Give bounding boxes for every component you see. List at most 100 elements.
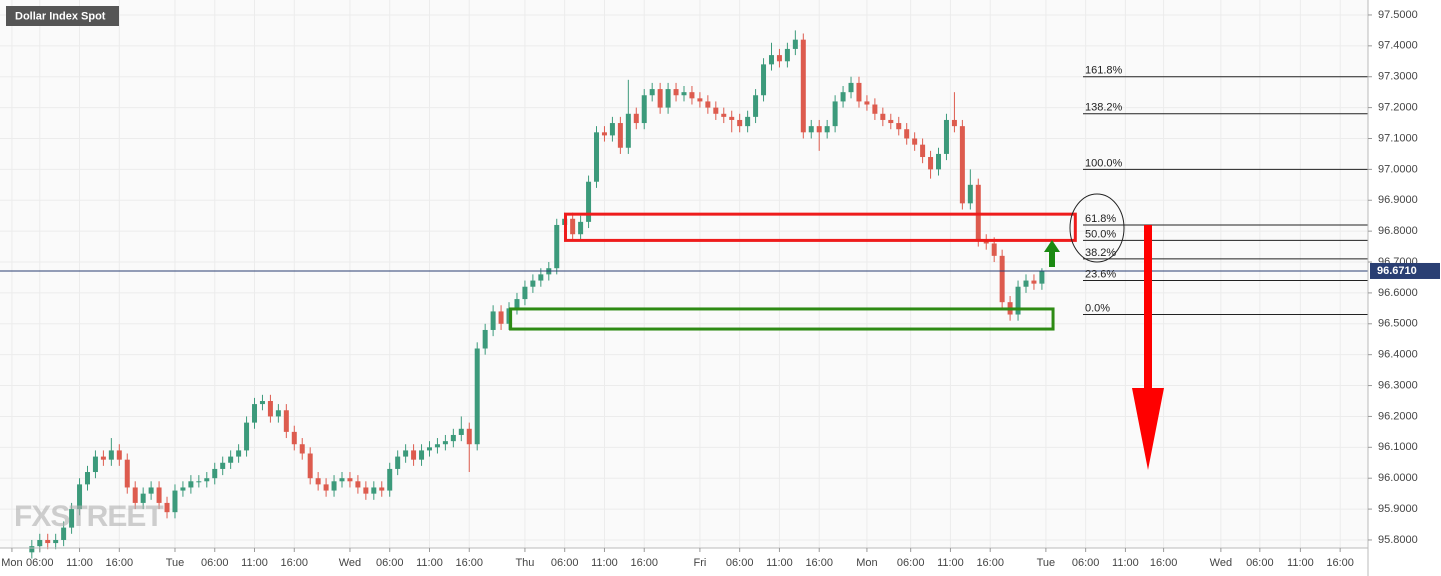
candle-body xyxy=(609,123,615,136)
candle-body xyxy=(649,89,655,96)
candle-body xyxy=(625,113,631,148)
x-tick-label: 16:00 xyxy=(630,557,658,569)
candle-body xyxy=(307,453,313,479)
candle-body xyxy=(323,484,329,491)
candle-body xyxy=(212,468,218,479)
candle-body xyxy=(665,89,671,108)
fib-label: 0.0% xyxy=(1085,302,1110,314)
candle-body xyxy=(586,181,592,222)
candle-body xyxy=(196,481,202,483)
candle-body xyxy=(180,487,186,491)
candle-body xyxy=(784,48,790,62)
y-tick-label: 96.4000 xyxy=(1378,349,1418,361)
y-tick-label: 96.0000 xyxy=(1378,472,1418,484)
y-tick-label: 95.8000 xyxy=(1378,534,1418,546)
fib-label: 38.2% xyxy=(1085,247,1116,259)
x-tick-label: 11:00 xyxy=(766,557,793,569)
down-arrow xyxy=(1132,225,1164,470)
candle-body xyxy=(387,468,393,491)
candle-body xyxy=(792,39,798,49)
x-tick-label: 16:00 xyxy=(106,557,134,569)
y-tick-label: 96.8000 xyxy=(1378,225,1418,237)
last-price-label: 96.6710 xyxy=(1377,265,1417,277)
candle-body xyxy=(236,450,242,457)
x-tick-label: Mon xyxy=(1,557,22,569)
candle-body xyxy=(594,132,600,182)
candle-body xyxy=(943,119,949,154)
candle-body xyxy=(426,447,432,451)
candle-body xyxy=(140,493,146,503)
candle-body xyxy=(729,116,735,120)
x-tick-label: 16:00 xyxy=(1326,557,1354,569)
candle-body xyxy=(45,539,51,544)
fib-label: 61.8% xyxy=(1085,213,1116,225)
candle-body xyxy=(514,299,520,309)
candle-body xyxy=(411,450,417,460)
x-tick-label: Tue xyxy=(166,557,185,569)
x-tick-label: Wed xyxy=(339,557,361,569)
candle-body xyxy=(37,539,43,547)
candle-body xyxy=(816,126,822,133)
candle-body xyxy=(355,481,361,488)
candle-body xyxy=(77,484,83,510)
candle-body xyxy=(872,104,878,114)
candle-body xyxy=(745,116,751,127)
candle-body xyxy=(999,255,1005,303)
candle-body xyxy=(522,286,528,300)
x-tick-label: 11:00 xyxy=(937,557,964,569)
candle-body xyxy=(800,39,806,133)
fib-label: 23.6% xyxy=(1085,268,1116,280)
y-tick-label: 97.0000 xyxy=(1378,163,1418,175)
candle-body xyxy=(100,456,106,460)
candle-body xyxy=(331,481,337,491)
candle-body xyxy=(1015,286,1021,315)
candle-body xyxy=(967,184,973,204)
candle-body xyxy=(975,184,981,241)
candle-body xyxy=(1039,271,1045,284)
candle-body xyxy=(824,126,830,133)
fib-label: 50.0% xyxy=(1085,228,1116,240)
candle-body xyxy=(904,129,910,139)
candle-body xyxy=(832,101,838,127)
candle-body xyxy=(570,218,576,235)
candle-body xyxy=(657,89,663,108)
up-arrow xyxy=(1044,240,1060,267)
candle-body xyxy=(84,472,90,485)
candle-body xyxy=(681,92,687,96)
candle-body xyxy=(530,280,536,287)
candle-body xyxy=(379,487,385,491)
candle-body xyxy=(808,126,814,133)
candle-body xyxy=(124,459,130,488)
y-tick-label: 96.3000 xyxy=(1378,379,1418,391)
zone-box xyxy=(563,212,1077,242)
plot-background xyxy=(0,0,1368,548)
candle-body xyxy=(220,462,226,469)
x-tick-label: 16:00 xyxy=(1150,557,1178,569)
candle-body xyxy=(721,113,727,117)
x-tick-label: 06:00 xyxy=(897,557,925,569)
candle-body xyxy=(506,308,512,324)
candle-body xyxy=(275,410,281,417)
fib-label: 138.2% xyxy=(1085,102,1123,114)
fib-label: 100.0% xyxy=(1085,157,1123,169)
candle-body xyxy=(156,487,162,503)
candle-body xyxy=(315,478,321,485)
candle-body xyxy=(1023,280,1029,287)
x-tick-label: 06:00 xyxy=(551,557,579,569)
y-tick-label: 97.5000 xyxy=(1378,9,1418,21)
x-tick-label: 06:00 xyxy=(1246,557,1274,569)
candle-body xyxy=(689,92,695,99)
candle-body xyxy=(53,539,59,544)
candle-body xyxy=(880,113,886,120)
x-tick-label: Mon xyxy=(856,557,877,569)
candle-body xyxy=(188,481,194,488)
y-tick-label: 96.9000 xyxy=(1378,194,1418,206)
watermark: FXSTREET xyxy=(14,500,163,533)
candle-body xyxy=(912,138,918,145)
x-tick-label: 11:00 xyxy=(66,557,93,569)
x-tick-label: 11:00 xyxy=(241,557,268,569)
candle-body xyxy=(92,456,98,473)
x-tick-label: Fri xyxy=(693,557,706,569)
